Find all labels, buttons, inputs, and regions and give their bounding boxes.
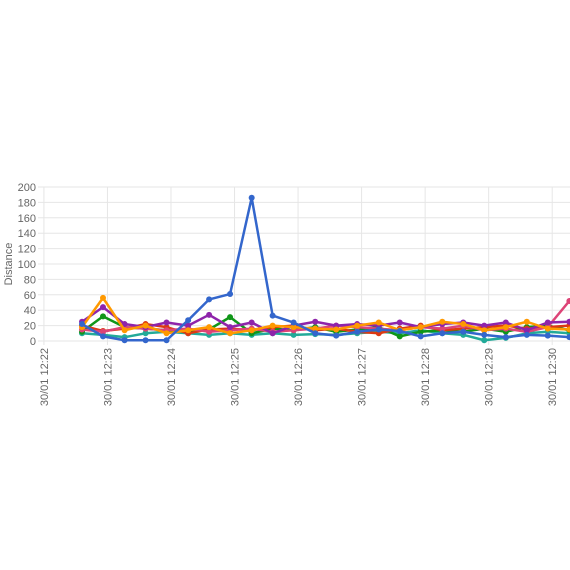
y-tick-label: 100 bbox=[18, 259, 36, 271]
point bbox=[121, 327, 128, 334]
point bbox=[354, 328, 361, 335]
series-line bbox=[81, 296, 570, 335]
point bbox=[523, 327, 530, 334]
point bbox=[312, 318, 319, 325]
point bbox=[99, 333, 106, 340]
point bbox=[333, 332, 340, 339]
point bbox=[121, 337, 128, 344]
point bbox=[502, 334, 509, 341]
point bbox=[396, 327, 403, 334]
y-tick-label: 0 bbox=[30, 336, 36, 348]
point bbox=[481, 337, 488, 344]
y-tick-label: 20 bbox=[24, 321, 36, 333]
point bbox=[185, 322, 192, 329]
point bbox=[163, 319, 170, 326]
point bbox=[523, 318, 530, 325]
point bbox=[163, 337, 170, 344]
point bbox=[312, 330, 319, 337]
point bbox=[227, 324, 234, 331]
point bbox=[99, 294, 106, 301]
point bbox=[269, 322, 276, 329]
point bbox=[417, 333, 424, 340]
point bbox=[417, 328, 424, 335]
point bbox=[163, 330, 170, 337]
point bbox=[544, 319, 551, 326]
point bbox=[481, 322, 488, 329]
x-tick-label: 30/01 12:30 bbox=[547, 348, 559, 406]
x-tick-label: 30/01 12:24 bbox=[166, 348, 178, 406]
series-line bbox=[81, 305, 570, 335]
point bbox=[566, 326, 570, 333]
point bbox=[206, 311, 213, 318]
point bbox=[417, 324, 424, 331]
point bbox=[269, 312, 276, 319]
x-tick-label: 30/01 12:26 bbox=[293, 348, 305, 406]
point bbox=[375, 319, 382, 326]
x-tick-label: 30/01 12:23 bbox=[102, 348, 114, 406]
x-tick-label: 30/01 12:25 bbox=[230, 348, 242, 406]
point bbox=[227, 314, 234, 321]
point bbox=[481, 327, 488, 334]
point bbox=[99, 313, 106, 320]
point bbox=[227, 330, 234, 337]
point bbox=[439, 325, 446, 332]
series-line bbox=[81, 196, 570, 342]
y-tick-label: 60 bbox=[24, 290, 36, 302]
point bbox=[502, 324, 509, 331]
y-tick-label: 140 bbox=[18, 228, 36, 240]
point bbox=[269, 330, 276, 337]
point bbox=[206, 296, 213, 303]
point bbox=[396, 319, 403, 326]
point bbox=[523, 331, 530, 338]
point bbox=[290, 324, 297, 331]
point bbox=[227, 291, 234, 298]
point bbox=[79, 321, 86, 328]
x-tick-label: 30/01 12:22 bbox=[39, 348, 51, 406]
x-tick-label: 30/01 12:29 bbox=[484, 348, 496, 406]
y-tick-label: 80 bbox=[24, 274, 36, 286]
point bbox=[566, 318, 570, 325]
y-tick-label: 120 bbox=[18, 244, 36, 256]
point bbox=[248, 327, 255, 334]
point bbox=[439, 330, 446, 337]
point bbox=[481, 331, 488, 338]
point bbox=[142, 322, 149, 329]
point bbox=[460, 328, 467, 335]
point bbox=[544, 332, 551, 339]
y-tick-label: 180 bbox=[18, 197, 36, 209]
point bbox=[460, 321, 467, 328]
point bbox=[502, 319, 509, 326]
point bbox=[248, 194, 255, 201]
y-axis-label: Distance bbox=[3, 243, 15, 286]
point bbox=[99, 304, 106, 311]
y-tick-label: 160 bbox=[18, 213, 36, 225]
point bbox=[206, 328, 213, 335]
point bbox=[396, 333, 403, 340]
point bbox=[333, 326, 340, 333]
point bbox=[439, 318, 446, 325]
point bbox=[312, 325, 319, 332]
point bbox=[290, 319, 297, 326]
point bbox=[566, 334, 570, 341]
point bbox=[566, 297, 570, 304]
point bbox=[121, 321, 128, 328]
point bbox=[142, 337, 149, 344]
point bbox=[185, 317, 192, 324]
plot bbox=[79, 194, 570, 344]
point bbox=[290, 331, 297, 338]
y-tick-label: 200 bbox=[18, 182, 36, 194]
point bbox=[354, 322, 361, 329]
point bbox=[142, 330, 149, 337]
point bbox=[99, 328, 106, 335]
point bbox=[248, 319, 255, 326]
x-tick-label: 30/01 12:28 bbox=[420, 348, 432, 406]
point bbox=[185, 327, 192, 334]
y-tick-label: 40 bbox=[24, 305, 36, 317]
x-tick-label: 30/01 12:27 bbox=[357, 348, 369, 406]
point bbox=[375, 326, 382, 333]
point bbox=[544, 325, 551, 332]
point bbox=[206, 324, 213, 331]
